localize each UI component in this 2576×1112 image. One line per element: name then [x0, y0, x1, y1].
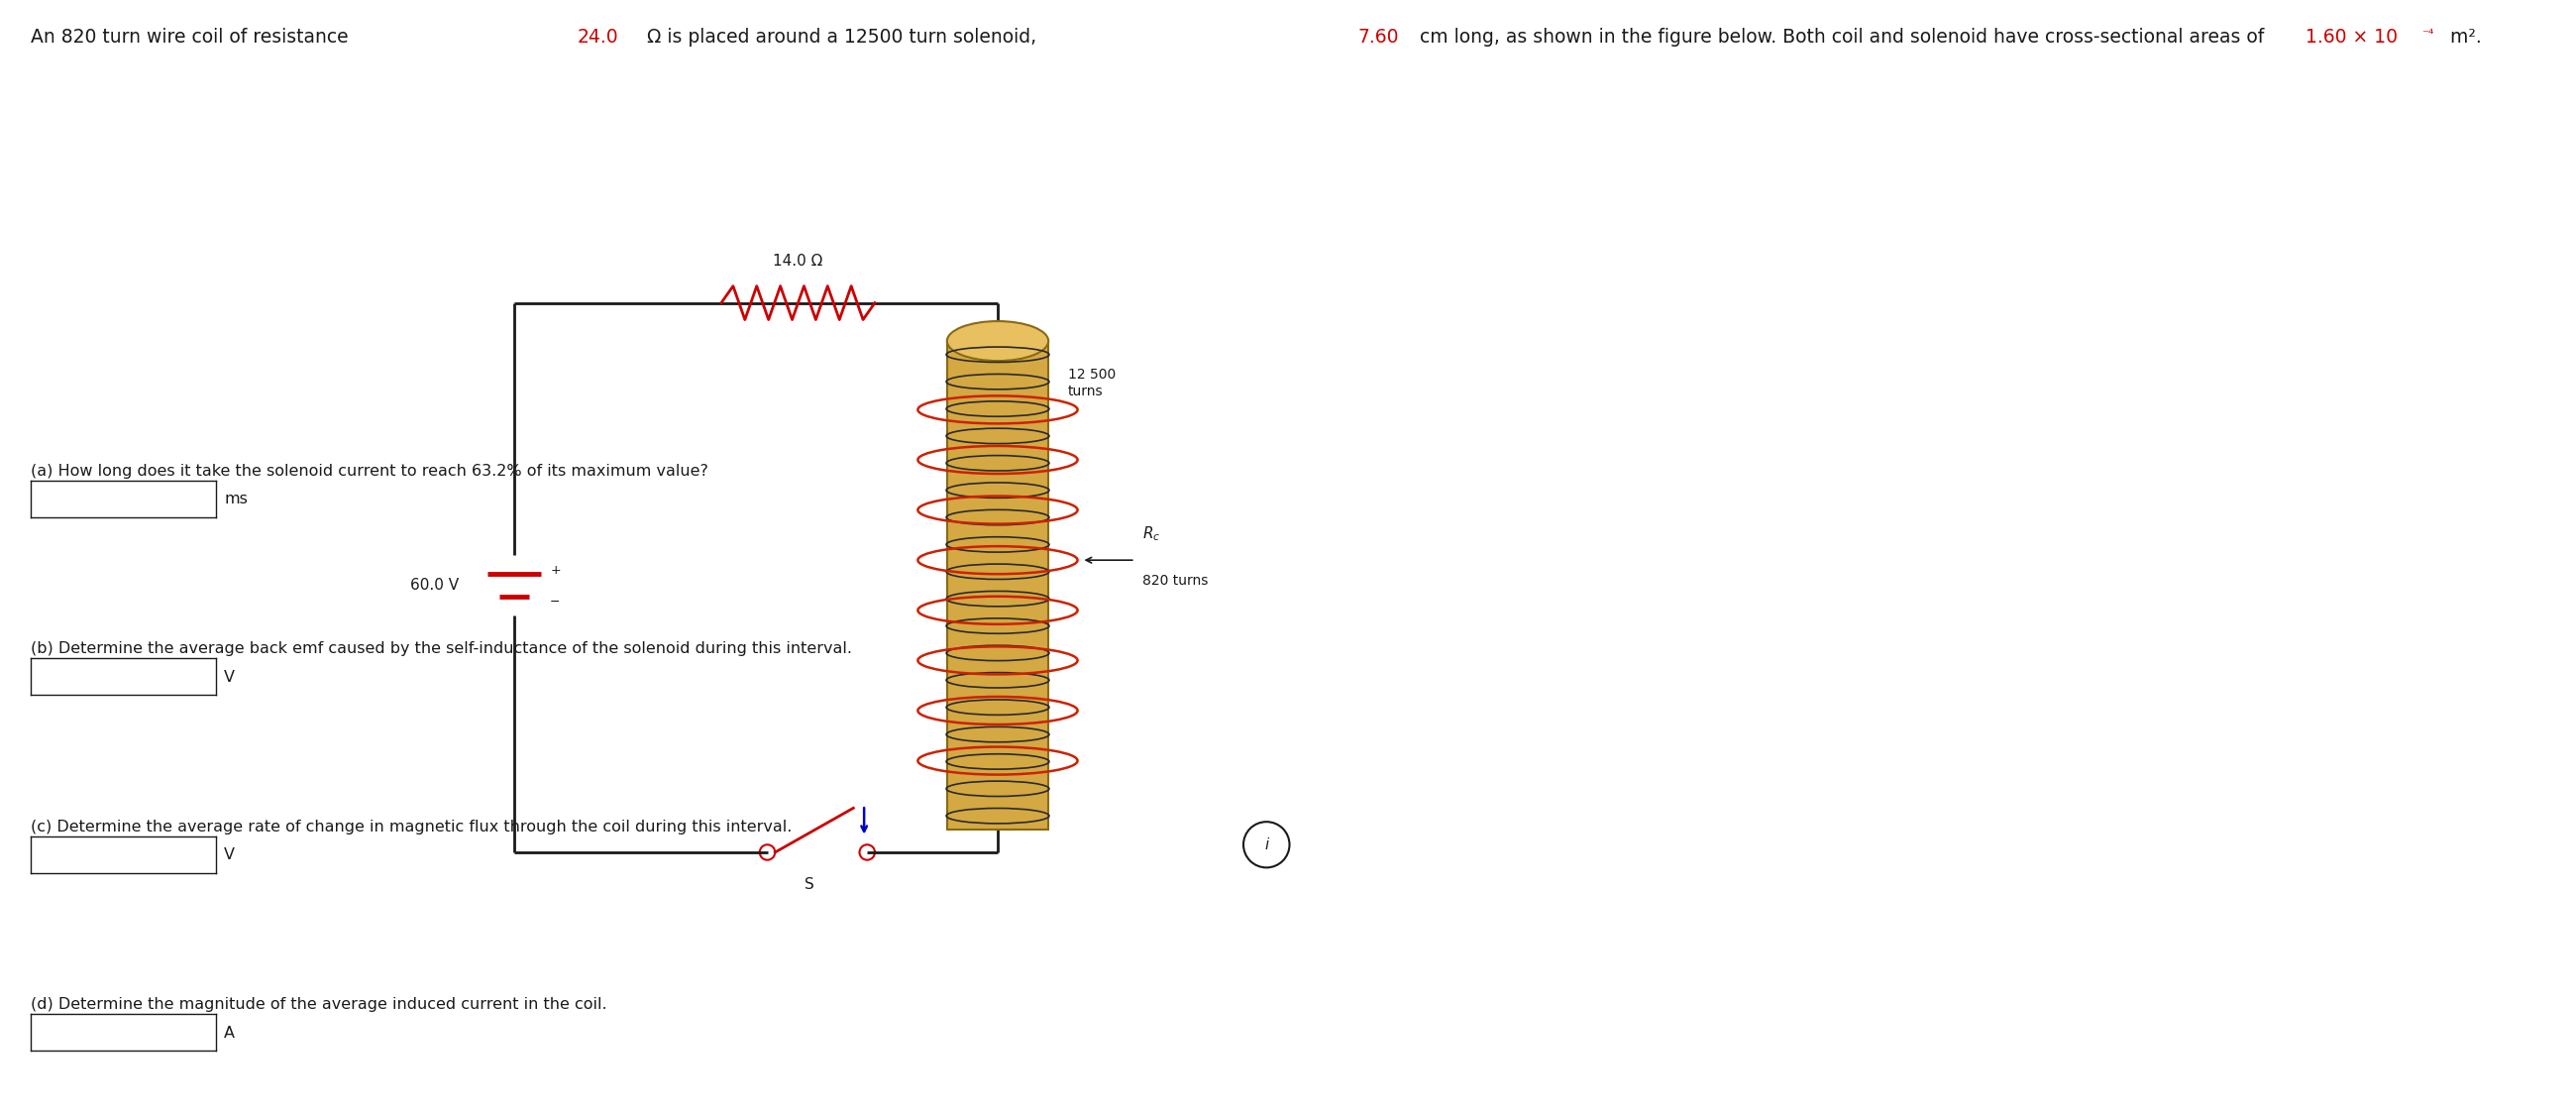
Text: An 820 turn wire coil of resistance: An 820 turn wire coil of resistance: [31, 28, 355, 47]
Text: V: V: [224, 669, 234, 685]
Text: (d) Determine the magnitude of the average induced current in the coil.: (d) Determine the magnitude of the avera…: [31, 997, 608, 1012]
Text: 60.0 V: 60.0 V: [410, 578, 459, 593]
Text: 14.0 Ω: 14.0 Ω: [773, 254, 822, 268]
Text: 12 500
turns: 12 500 turns: [1066, 368, 1115, 398]
Text: −: −: [551, 596, 562, 608]
Text: ⁻⁴: ⁻⁴: [2421, 28, 2434, 41]
Text: S: S: [804, 876, 814, 892]
Text: 820 turns: 820 turns: [1144, 574, 1208, 588]
Text: (a) How long does it take the solenoid current to reach 63.2% of its maximum val: (a) How long does it take the solenoid c…: [31, 464, 708, 478]
Text: cm long, as shown in the figure below. Both coil and solenoid have cross-section: cm long, as shown in the figure below. B…: [1414, 28, 2269, 47]
Text: 24.0: 24.0: [577, 28, 618, 47]
Text: Ω is placed around a 12500 turn solenoid,: Ω is placed around a 12500 turn solenoid…: [641, 28, 1043, 47]
Text: 1.60 × 10: 1.60 × 10: [2306, 28, 2398, 47]
Text: i: i: [1265, 837, 1267, 852]
Text: (c) Determine the average rate of change in magnetic flux through the coil durin: (c) Determine the average rate of change…: [31, 820, 793, 834]
Text: 7.60: 7.60: [1358, 28, 1399, 47]
Text: ms: ms: [224, 492, 247, 507]
Text: +: +: [551, 564, 562, 576]
Ellipse shape: [948, 321, 1048, 361]
Text: V: V: [224, 847, 234, 863]
Text: $R_c$: $R_c$: [1144, 525, 1162, 544]
Text: A: A: [224, 1025, 234, 1041]
Text: (b) Determine the average back emf caused by the self-inductance of the solenoid: (b) Determine the average back emf cause…: [31, 642, 853, 656]
Text: m².: m².: [2445, 28, 2483, 47]
Bar: [948, 341, 1048, 830]
